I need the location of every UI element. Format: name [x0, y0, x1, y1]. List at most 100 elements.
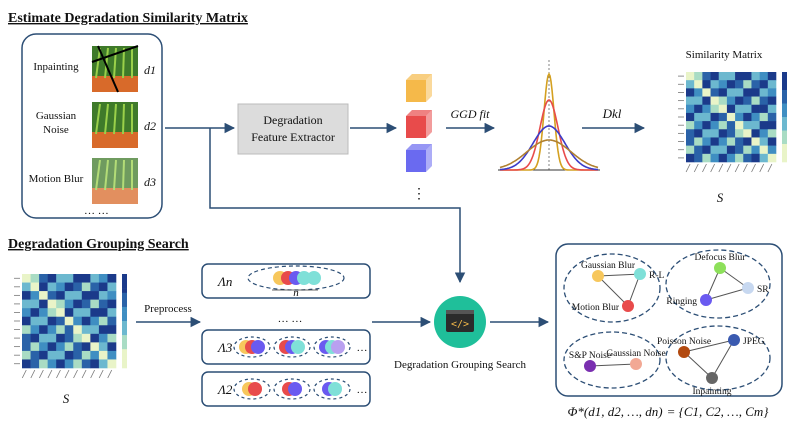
formula-rhs: = {C1, C2, …, Cm}	[667, 404, 770, 419]
heatmap-cell	[22, 282, 31, 292]
heatmap-col-tick	[718, 163, 724, 173]
colorbar-segment	[782, 85, 787, 91]
heatmap-cell	[56, 299, 66, 309]
heatmap-cell	[107, 359, 117, 369]
group-node	[630, 358, 642, 370]
top-section-title: Estimate Degradation Similarity Matrix	[8, 11, 248, 26]
heatmap-cell	[56, 308, 66, 318]
heatmap-cell	[702, 129, 711, 138]
degradation-thumbnail	[92, 158, 138, 204]
colorbar-segment	[122, 363, 127, 369]
colorbar-segment	[782, 144, 787, 149]
heatmap-cell	[39, 350, 48, 360]
groups-panel	[555, 243, 783, 397]
heatmap-cell	[718, 145, 728, 155]
heatmap-cell	[743, 129, 752, 138]
heatmap-cell	[47, 291, 57, 300]
heatmap-cell	[98, 274, 108, 283]
heatmap-cell	[64, 308, 74, 318]
heatmap-cell	[751, 129, 760, 138]
heatmap-cell	[726, 145, 736, 155]
degradation-list-more: … …	[84, 205, 109, 217]
result-formula: Φ*(d1, d2, …, dn) = {C1, C2, …, Cm}	[567, 404, 769, 419]
heatmap-cell	[64, 316, 74, 326]
group-edge	[597, 273, 641, 277]
feature-extractor-box	[237, 103, 349, 155]
heatmap-cell	[22, 316, 31, 326]
heatmap-cell	[686, 121, 695, 130]
heatmap-cell	[22, 291, 31, 300]
heatmap-cell	[90, 308, 100, 318]
heatmap-col-tick	[98, 369, 104, 379]
heatmap-cell	[710, 129, 720, 138]
heatmap-cell	[98, 299, 108, 309]
heatmap-cell	[718, 96, 728, 106]
heatmap-cell	[767, 112, 777, 122]
heatmap-cell	[743, 88, 752, 97]
similarity-matrix-heatmap	[678, 72, 787, 173]
heatmap-cell	[98, 282, 108, 292]
group-node	[592, 270, 604, 282]
heatmap-cell	[694, 88, 703, 97]
lambda-symbol: Λn	[216, 274, 232, 289]
heatmap-cell	[702, 96, 711, 106]
group-edge	[683, 339, 735, 353]
heatmap-cell	[98, 359, 108, 369]
heatmap-cell	[98, 333, 108, 343]
heatmap-cell	[694, 145, 703, 155]
heatmap-cell	[98, 350, 108, 360]
heatmap-cell	[73, 359, 83, 369]
heatmap-cell	[767, 88, 777, 97]
heatmap-cell	[726, 96, 736, 106]
heatmap-col-tick	[759, 163, 765, 173]
heatmap-cell	[90, 325, 100, 335]
heatmap-col-tick	[81, 369, 87, 379]
heatmap-cell	[22, 342, 31, 352]
group-node	[728, 334, 740, 346]
heatmap-cell	[64, 342, 74, 352]
heatmap-cell	[22, 333, 31, 343]
heatmap-cell	[759, 96, 769, 106]
heatmap-cell	[743, 72, 752, 81]
heatmap-cell	[47, 325, 57, 335]
degradation-label: Motion Blur	[29, 173, 84, 185]
lambda-row-more: …	[357, 342, 368, 354]
heatmap-cell	[39, 299, 48, 309]
heatmap-cell	[98, 308, 108, 318]
heatmap-col-tick	[21, 369, 27, 379]
group-node	[634, 268, 646, 280]
heatmap-cell	[710, 80, 720, 89]
heatmap-cell	[694, 153, 703, 163]
heatmap-cell	[98, 316, 108, 326]
group-node-label: S&P Noise	[569, 351, 611, 361]
heatmap-cell	[726, 80, 736, 89]
ggd-curve	[499, 125, 599, 171]
code-glyph: </>	[451, 319, 469, 330]
colorbar-segment	[122, 306, 127, 312]
heatmap-cell	[56, 282, 66, 292]
heatmap-cell	[73, 282, 83, 292]
heatmap-cell	[694, 121, 703, 130]
formula-phi: Φ*	[567, 404, 584, 419]
arrow-features-to-search	[209, 128, 466, 284]
degradation-thumbnail	[91, 45, 139, 93]
heatmap-cell	[107, 282, 117, 292]
lambda-row: Λ3…	[201, 329, 371, 365]
heatmap-cell	[107, 308, 117, 318]
heatmap-cell	[39, 359, 48, 369]
heatmap-col-tick	[56, 369, 61, 379]
heatmap-cell	[718, 80, 728, 89]
lambda-circle	[297, 271, 311, 285]
heatmap-cell	[30, 342, 40, 352]
heatmap-cell	[90, 359, 100, 369]
heatmap-cell	[39, 308, 48, 318]
heatmap-cell	[64, 359, 74, 369]
heatmap-cell	[90, 350, 100, 360]
heatmap-cell	[39, 333, 48, 343]
lambda-row: Λ2…	[201, 371, 371, 407]
heatmap-cell	[759, 104, 769, 114]
heatmap-cell	[64, 282, 74, 292]
heatmap-col-tick	[726, 163, 732, 173]
lambda-circle	[248, 382, 262, 396]
heatmap-cell	[718, 121, 728, 130]
